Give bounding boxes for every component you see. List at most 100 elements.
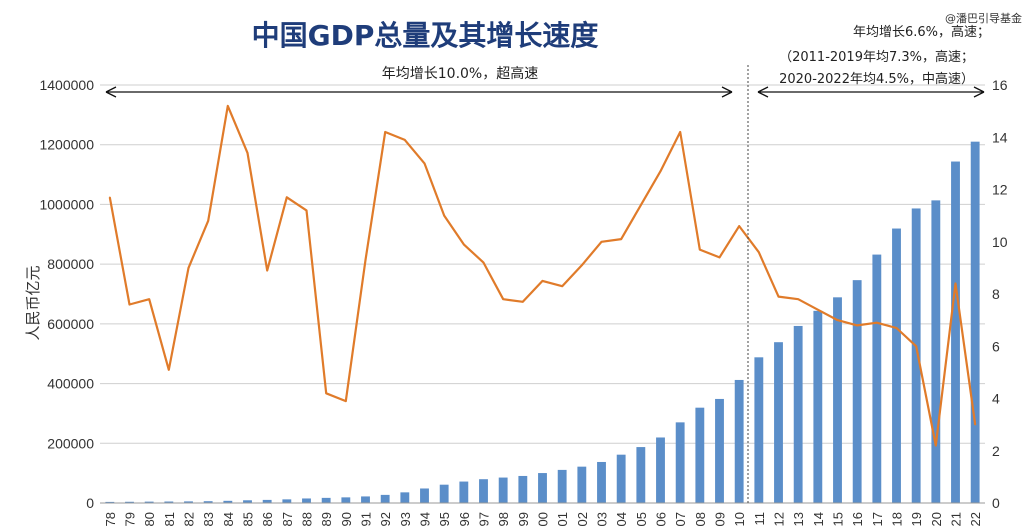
gdp-bar <box>302 498 311 503</box>
gdp-bar <box>439 484 449 503</box>
x-tick-label: 15 <box>831 512 846 526</box>
y-left-tick-label: 600000 <box>47 316 94 332</box>
y-right-tick-label: 10 <box>992 234 1008 250</box>
x-tick-label: 14 <box>811 512 826 526</box>
growth-rate-point <box>325 392 327 395</box>
x-tick-label: 10 <box>732 512 747 526</box>
growth-rate-point <box>345 400 347 402</box>
gdp-bar <box>951 161 960 503</box>
gdp-bar <box>656 437 665 503</box>
y-left-tick-label: 800000 <box>47 256 94 272</box>
growth-rate-point <box>836 319 839 321</box>
y-left-tick-label: 200000 <box>47 435 94 451</box>
y-right-tick-label: 2 <box>992 443 1000 459</box>
x-tick-label: 97 <box>477 512 492 526</box>
gdp-bar <box>813 310 823 503</box>
x-tick-label: 11 <box>752 512 767 526</box>
growth-rate-point <box>659 170 662 173</box>
growth-rate-point <box>128 303 131 306</box>
gdp-bar <box>184 501 193 503</box>
period1-arrow-right <box>721 86 733 98</box>
period1-label: 年均增长10.0%，超高速 <box>382 65 538 82</box>
growth-rate-point <box>502 298 504 301</box>
gdp-bar <box>754 357 764 503</box>
gdp-bar <box>892 228 901 503</box>
growth-rate-point <box>777 295 780 298</box>
gdp-bar <box>636 447 646 503</box>
period2-line3: 2020-2022年均4.5%，中高速） <box>779 71 974 87</box>
y-right-tick-label: 16 <box>992 77 1008 93</box>
x-tick-label: 17 <box>870 512 885 526</box>
growth-rate-point <box>915 345 917 348</box>
x-tick-label: 06 <box>654 512 669 526</box>
x-tick-label: 13 <box>791 512 806 526</box>
growth-rate-point <box>541 280 544 282</box>
period1-arrow-left <box>105 86 117 98</box>
x-tick-label: 90 <box>339 512 354 526</box>
growth-rate-point <box>404 139 406 141</box>
growth-rate-point <box>974 423 976 426</box>
y-right-tick-label: 14 <box>992 129 1008 145</box>
growth-rate-point <box>620 238 622 240</box>
x-tick-label: 00 <box>536 512 551 526</box>
gdp-bar <box>262 499 272 503</box>
x-tick-label: 99 <box>516 512 531 526</box>
period1-annotation: 年均增长10.0%，超高速 <box>105 65 733 98</box>
gdp-bar <box>597 461 606 503</box>
gdp-bar <box>361 496 370 503</box>
y-right-tick-label: 8 <box>992 286 1000 302</box>
gdp-bar <box>872 254 882 503</box>
gdp-bar <box>321 497 331 503</box>
gdp-bar <box>105 501 115 503</box>
bar-series <box>105 141 980 504</box>
gdp-bar <box>852 280 862 503</box>
growth-rate-point <box>286 196 288 199</box>
gdp-bar <box>833 297 842 503</box>
period2-arrow-left <box>757 86 769 98</box>
growth-rate-point <box>463 243 465 246</box>
growth-rate-line <box>108 104 977 447</box>
period2-line2: （2011-2019年均7.3%，高速； <box>779 49 974 65</box>
y-left-tick-label: 1200000 <box>39 137 94 153</box>
growth-rate-point <box>561 285 563 287</box>
growth-rate-point <box>817 308 819 311</box>
y-right-tick-label: 0 <box>992 495 1000 511</box>
x-tick-label: 96 <box>457 512 472 526</box>
gdp-bar <box>734 379 744 503</box>
growth-rate-point <box>227 105 229 107</box>
x-tick-label: 22 <box>968 512 983 526</box>
x-tick-label: 09 <box>713 512 728 526</box>
gdp-bar <box>715 398 724 503</box>
period2-arrow-right <box>973 86 985 98</box>
growth-rate-point <box>718 256 721 259</box>
watermark: @潘巴引导基金 <box>945 11 1022 25</box>
gdp-bar <box>125 501 134 503</box>
growth-rate-point <box>266 269 268 272</box>
growth-rate-point <box>364 259 367 261</box>
growth-rate-point <box>935 444 937 447</box>
y-left-tick-label: 0 <box>86 495 94 511</box>
x-tick-label: 79 <box>123 512 138 526</box>
period2-line1: 年均增长6.6%，高速； <box>853 24 990 40</box>
x-tick-label: 16 <box>850 512 865 526</box>
x-tick-label: 85 <box>241 512 256 526</box>
chart-title: 中国GDP总量及其增长速度 <box>252 19 599 52</box>
gdp-bar <box>911 208 921 503</box>
x-tick-label: 86 <box>260 512 275 526</box>
gdp-bar <box>931 200 941 503</box>
gdp-bar <box>616 454 626 503</box>
gdp-bar <box>144 501 154 503</box>
x-tick-label: 94 <box>418 512 433 526</box>
growth-rate-point <box>679 131 681 133</box>
growth-rate-point <box>954 282 957 285</box>
growth-rate-point <box>856 324 858 327</box>
gdp-bar <box>557 469 567 503</box>
growth-rate-point <box>482 261 485 264</box>
gdp-bar <box>341 497 351 503</box>
growth-rate-point <box>876 321 878 324</box>
growth-rate-point <box>207 220 209 222</box>
growth-rate-point <box>738 225 740 227</box>
y-axis-label: 人民币亿元 <box>24 265 42 340</box>
x-tick-label: 98 <box>496 512 511 526</box>
